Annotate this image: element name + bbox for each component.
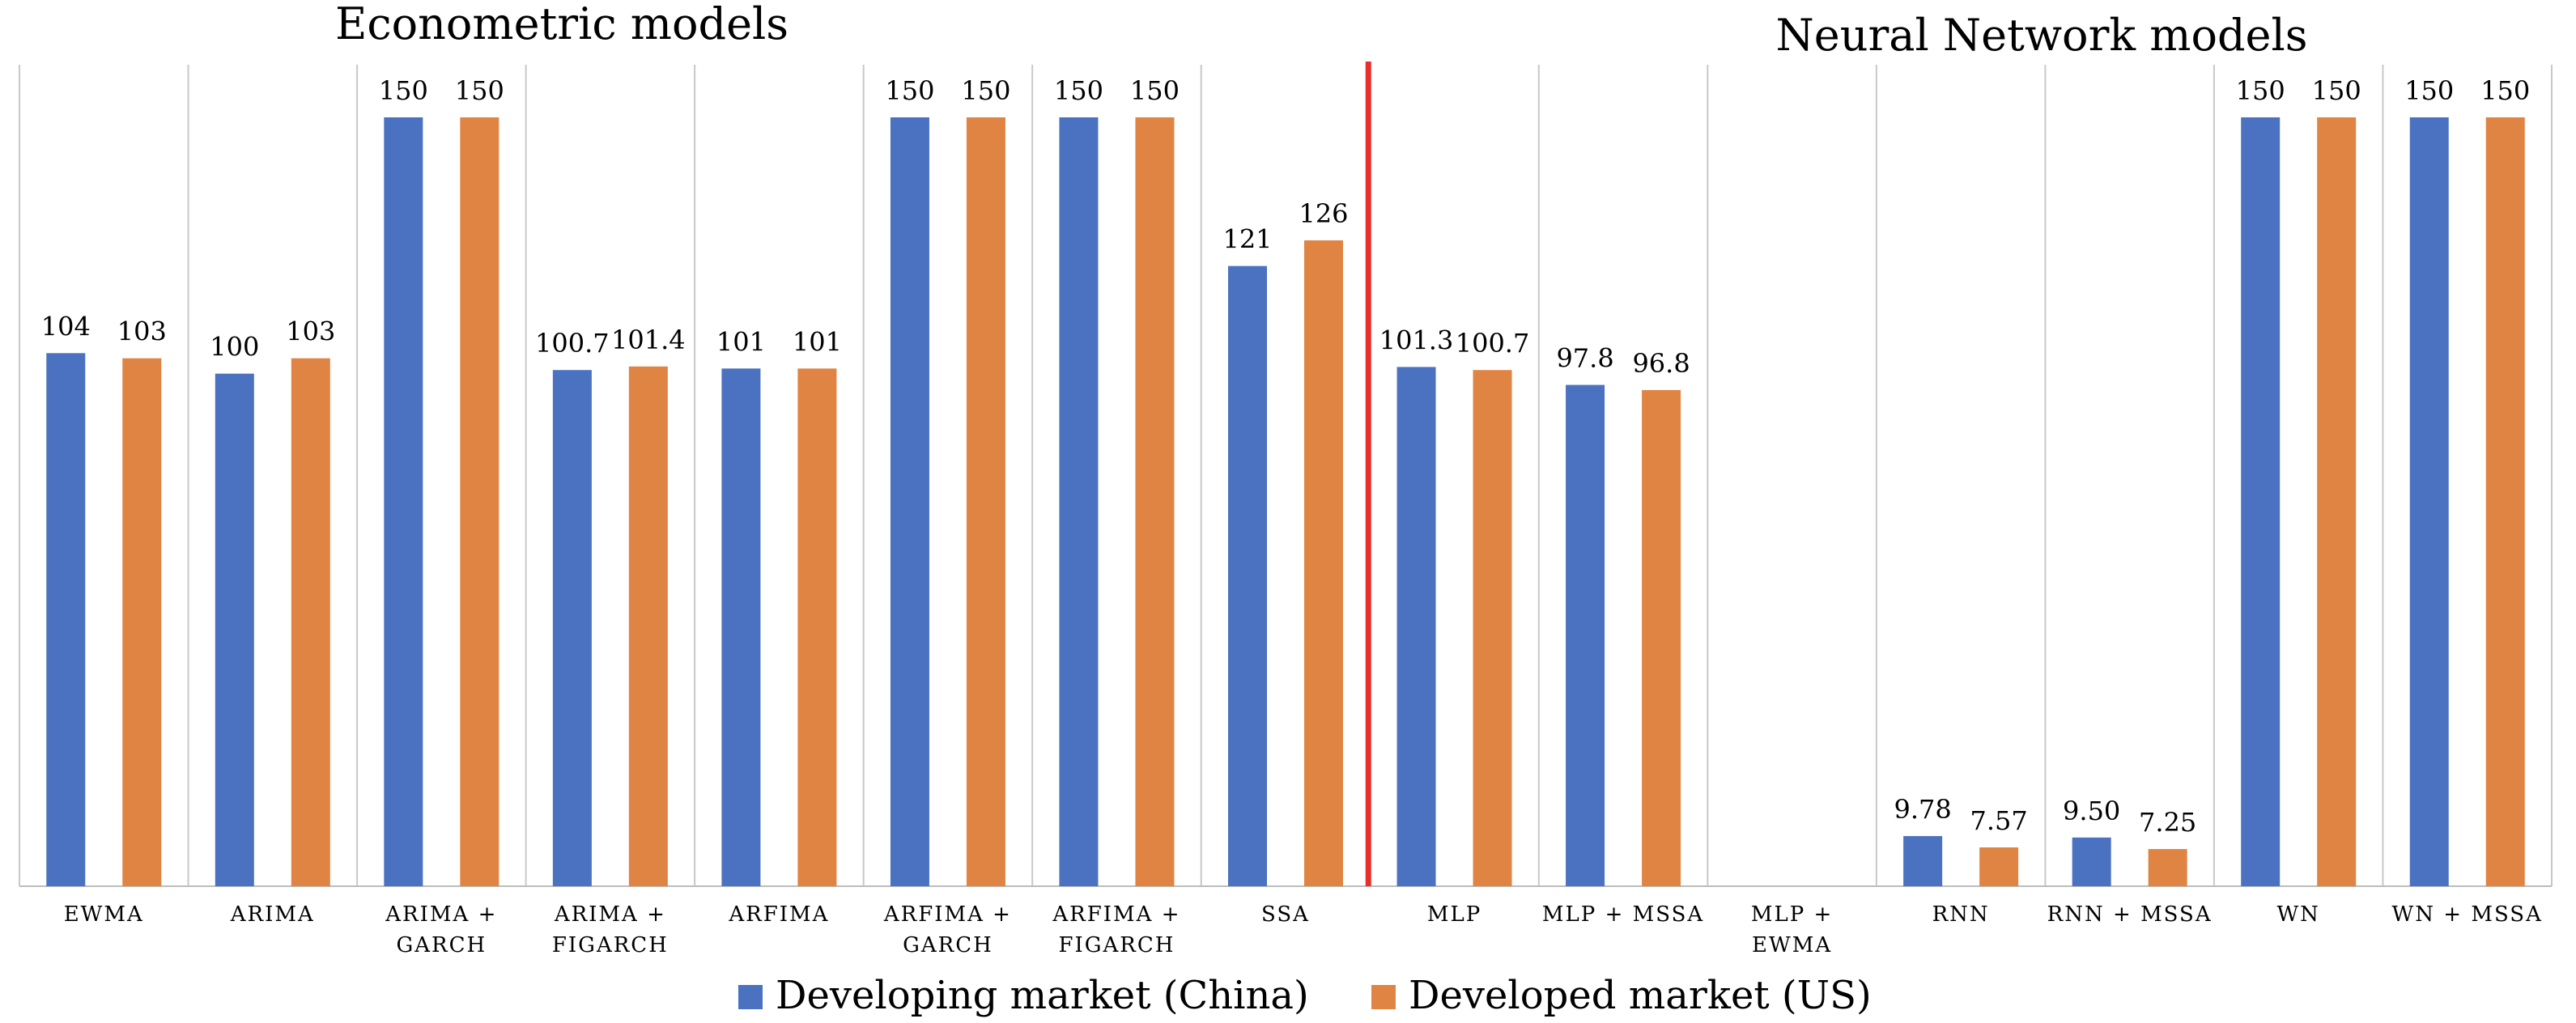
bar-us [628,366,668,886]
bar-china [215,373,254,887]
value-label-us: 150 [961,75,1010,106]
value-label-us: 126 [1299,198,1348,229]
value-label-us: 103 [286,316,335,347]
bars-group [46,117,2525,887]
bar-us [122,358,162,887]
category-label: ARFIMA [728,902,829,927]
bar-china [1396,367,1436,886]
bar-china [46,353,86,886]
legend-label-china: Developing market (China) [776,973,1309,1018]
category-label: EWMA [64,902,144,927]
value-label-us: 7.57 [1970,805,2028,836]
category-label: ARFIMA + [883,902,1012,927]
value-label-china: 150 [379,75,428,106]
category-labels-group: EWMA ARIMA ARIMA + GARCH ARIMA + FIGARCH ARFIM… [64,902,2543,957]
category-label: RNN + MSSA [2047,902,2213,927]
category-label: EWMA [1752,933,1832,957]
category-label: GARCH [903,933,993,957]
value-label-china: 97.8 [1556,343,1613,374]
bar-us [1642,389,1681,886]
value-label-china: 150 [2404,75,2454,106]
bar-china [2241,117,2281,886]
category-label: MLP + MSSA [1542,902,1704,927]
value-label-us: 96.8 [1632,348,1690,379]
legend-swatch-china [738,985,763,1009]
legend-label-us: Developed market (US) [1409,973,1872,1018]
group-title-neural-network: Neural Network models [1776,10,2308,61]
category-label: ARFIMA + [1052,902,1180,927]
bar-china [890,117,929,886]
category-label: WN [2276,902,2319,927]
value-label-china: 100 [210,332,259,363]
value-label-us: 150 [2312,75,2361,106]
bar-china [2409,117,2449,886]
bar-china [1059,117,1099,886]
value-label-china: 150 [1054,75,1103,106]
category-label: ARIMA + [554,902,666,927]
value-label-china: 9.78 [1894,794,1952,825]
value-label-us: 100.7 [1456,328,1530,359]
value-label-us: 150 [455,75,504,106]
bar-china [384,117,423,886]
value-labels-group: 104 100 150 100.7 101 150 150 121 101.3 97.8 9.78 9… [41,75,2531,838]
bar-us [2148,849,2187,886]
bar-us [1304,240,1343,886]
bar-us [291,358,330,887]
value-label-china: 121 [1222,224,1272,255]
category-label: WN + MSSA [2392,902,2543,927]
value-label-us: 101.4 [611,325,686,355]
value-label-us: 150 [1130,75,1180,106]
value-label-china: 104 [41,311,91,342]
bar-us [797,368,837,886]
bar-china [1903,836,1943,886]
value-label-china: 150 [2236,75,2285,106]
category-label: MLP [1427,902,1481,927]
bar-us [1473,370,1512,886]
bar-china [1228,265,1267,887]
legend-swatch-us [1371,985,1396,1009]
bar-us [2485,117,2525,886]
category-label: FIGARCH [1058,933,1175,957]
category-label: ARIMA + [385,902,497,927]
bar-china [1566,384,1605,887]
value-label-china: 100.7 [535,328,610,359]
category-label: RNN [1932,902,1990,927]
value-label-china: 150 [885,75,934,106]
value-label-china: 101.3 [1379,325,1454,355]
legend: Developing market (China) Developed mark… [738,973,1872,1018]
group-title-econometric: Econometric models [335,0,789,49]
category-dividers [19,65,2553,886]
value-label-china: 9.50 [2063,796,2120,826]
bar-china [721,368,761,886]
value-label-us: 103 [117,316,167,347]
value-label-us: 7.25 [2139,807,2196,838]
bar-china [2072,837,2111,886]
bar-us [1135,117,1175,886]
bar-us [2317,117,2357,886]
category-label: FIGARCH [552,933,669,957]
bar-us [460,117,499,886]
bar-us [1979,847,2019,886]
value-label-us: 101 [793,326,842,357]
category-label: SSA [1261,902,1310,927]
value-label-us: 150 [2480,75,2530,106]
category-label: MLP + [1751,902,1833,927]
value-label-china: 101 [716,326,766,357]
category-label: ARIMA [230,902,315,927]
bar-us [966,117,1005,886]
bar-china [552,370,592,886]
category-label: GARCH [396,933,487,957]
